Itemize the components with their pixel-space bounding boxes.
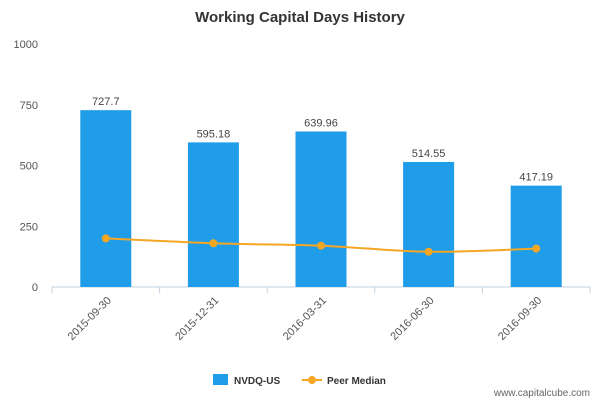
y-tick-label: 0 [32, 282, 38, 294]
chart-title: Working Capital Days History [195, 9, 405, 26]
y-tick-label: 750 [20, 100, 38, 112]
legend-label-line: Peer Median [327, 376, 386, 387]
bar [295, 131, 347, 287]
peer-median-point [209, 239, 218, 248]
legend-label-bar: NVDQ-US [234, 376, 280, 387]
peer-median-point [317, 241, 325, 250]
bar-series [80, 110, 562, 287]
x-tick-label: 2016-03-31 [281, 295, 329, 343]
bar [80, 110, 132, 287]
bar-data-label: 417.19 [519, 172, 553, 184]
bar-data-label: 727.7 [92, 96, 120, 108]
watermark: www.capitalcube.com [493, 388, 590, 399]
bar-data-labels: 727.7 595.18 639.96 514.55 417.19 [92, 96, 553, 183]
line-series [101, 234, 541, 256]
y-tick-label: 1000 [14, 39, 38, 51]
bar [187, 142, 239, 287]
bar [403, 161, 455, 287]
bar-data-label: 595.18 [197, 128, 231, 140]
bar-data-label: 639.96 [304, 117, 338, 129]
x-tick-label: 2016-09-30 [496, 295, 544, 343]
y-tick-label: 500 [20, 161, 38, 173]
x-tick-label: 2016-06-30 [388, 295, 436, 343]
legend: NVDQ-US Peer Median [213, 374, 386, 387]
bar [510, 185, 562, 287]
peer-median-point [101, 234, 110, 243]
y-axis: 0 250 500 750 1000 [14, 39, 38, 294]
peer-median-point [532, 244, 541, 253]
x-axis: 2015-09-30 2015-12-31 2016-03-31 2016-06-30… [51, 286, 591, 343]
bar-data-label: 514.55 [412, 148, 446, 160]
peer-median-point [424, 247, 433, 256]
legend-swatch-bar [213, 374, 228, 385]
x-tick-label: 2015-09-30 [66, 295, 114, 343]
legend-swatch-marker [308, 376, 316, 384]
x-tick-label: 2015-12-31 [173, 295, 221, 343]
y-tick-label: 250 [20, 221, 38, 233]
